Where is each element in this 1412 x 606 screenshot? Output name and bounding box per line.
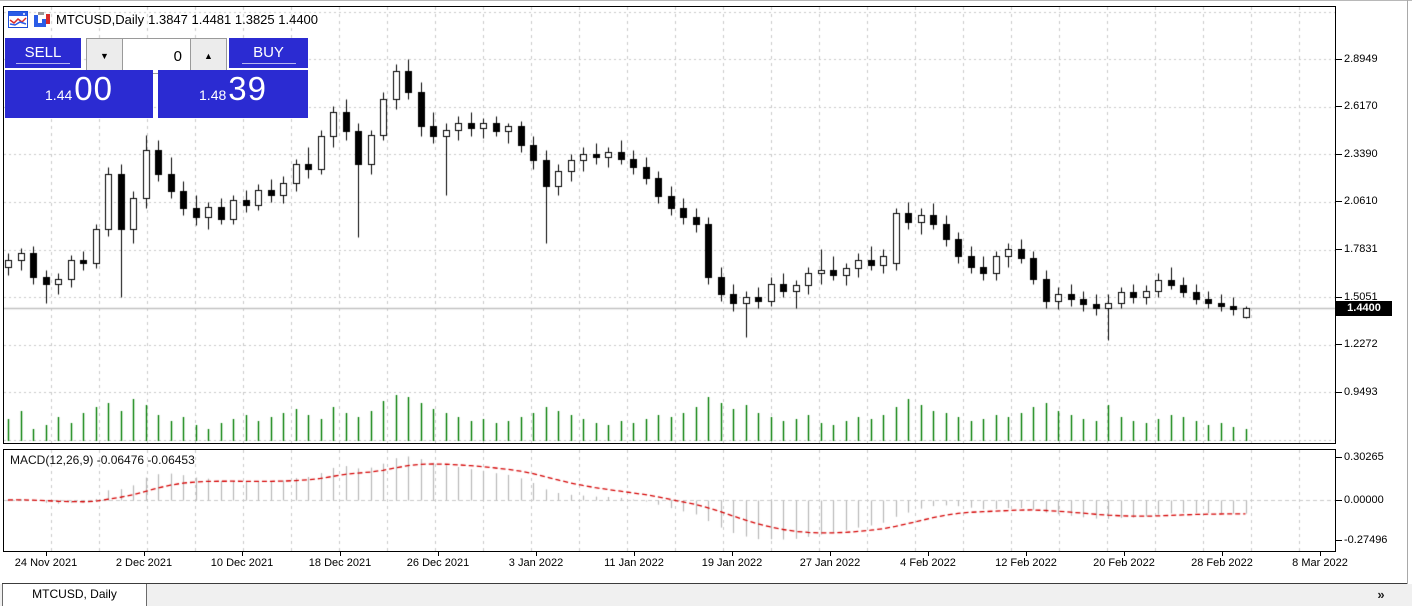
date-label: 27 Jan 2022 bbox=[799, 557, 861, 569]
date-tick bbox=[242, 552, 243, 556]
date-tick bbox=[536, 552, 537, 556]
price-tick bbox=[1336, 106, 1342, 107]
price-tick bbox=[1336, 297, 1342, 298]
sell-price-button[interactable]: 1.44 00 bbox=[5, 70, 153, 118]
main-chart-area[interactable]: MTCUSD,Daily 1.3847 1.4481 1.3825 1.4400… bbox=[3, 6, 1336, 444]
date-label: 19 Jan 2022 bbox=[701, 557, 763, 569]
date-label: 18 Dec 2021 bbox=[308, 557, 372, 569]
macd-tick bbox=[1336, 540, 1342, 541]
price-axis-label: 1.5051 bbox=[1344, 291, 1378, 303]
lot-decrease-button[interactable]: ▼ bbox=[87, 39, 123, 73]
sell-underline bbox=[16, 63, 70, 64]
date-label: 3 Jan 2022 bbox=[508, 557, 564, 569]
price-tick bbox=[1336, 344, 1342, 345]
price-axis-label: 0.9493 bbox=[1344, 386, 1378, 398]
macd-axis-label: -0.27496 bbox=[1344, 534, 1388, 546]
date-tick bbox=[46, 552, 47, 556]
macd-tick bbox=[1336, 457, 1342, 458]
date-axis[interactable]: 24 Nov 2021 2 Dec 2021 10 Dec 2021 18 Dec 2… bbox=[0, 552, 1412, 582]
date-label: 26 Dec 2021 bbox=[406, 557, 470, 569]
date-tick bbox=[438, 552, 439, 556]
date-label: 20 Feb 2022 bbox=[1093, 557, 1155, 569]
price-tick bbox=[1336, 59, 1342, 60]
date-tick bbox=[1320, 552, 1321, 556]
window-bottom-edge bbox=[2, 583, 1407, 584]
macd-tick bbox=[1336, 500, 1342, 501]
price-axis-label: 2.3390 bbox=[1344, 148, 1378, 160]
lot-size-field[interactable]: 0 bbox=[173, 47, 182, 65]
sell-button-label: SELL bbox=[24, 44, 62, 61]
date-tick bbox=[830, 552, 831, 556]
buy-button[interactable]: BUY bbox=[229, 38, 308, 68]
date-label: 24 Nov 2021 bbox=[14, 557, 78, 569]
chart-window-icon bbox=[8, 10, 28, 28]
date-label: 11 Jan 2022 bbox=[604, 557, 664, 569]
macd-indicator-window[interactable]: MACD(12,26,9) -0.06476 -0.06453 bbox=[3, 449, 1336, 552]
date-label: 10 Dec 2021 bbox=[210, 557, 274, 569]
buy-price-button[interactable]: 1.48 39 bbox=[158, 70, 308, 118]
date-label: 4 Feb 2022 bbox=[900, 557, 956, 569]
date-tick bbox=[1222, 552, 1223, 556]
price-axis-label: 1.7831 bbox=[1344, 243, 1378, 255]
sell-price-small: 1.44 bbox=[45, 87, 73, 103]
date-label: 28 Feb 2022 bbox=[1191, 557, 1253, 569]
window-top-edge bbox=[0, 0, 1412, 1]
lot-size-spinner: ▼ 0 ▲ bbox=[86, 38, 227, 74]
tab-overflow-button[interactable]: » bbox=[1377, 587, 1385, 602]
buy-button-label: BUY bbox=[253, 44, 284, 61]
price-axis-label: 1.2272 bbox=[1344, 338, 1378, 350]
chart-tab-mtcusd-daily[interactable]: MTCUSD, Daily bbox=[2, 584, 147, 606]
macd-axis-label: 0.00000 bbox=[1344, 494, 1384, 506]
current-price-tag: 1.4400 bbox=[1336, 301, 1392, 316]
date-tick bbox=[732, 552, 733, 556]
chart-profile-icon bbox=[32, 11, 52, 28]
macd-axis[interactable]: 0.30265 0.00000 -0.27496 bbox=[1336, 449, 1408, 552]
window-right-edge bbox=[1407, 0, 1408, 584]
sell-price-big: 00 bbox=[74, 70, 113, 107]
chart-title-row: MTCUSD,Daily 1.3847 1.4481 1.3825 1.4400 bbox=[8, 9, 318, 29]
one-click-trading-panel: SELL ▼ 0 ▲ BUY 1.44 00 1.48 39 bbox=[5, 38, 308, 119]
chart-tab-bar: MTCUSD, Daily » bbox=[0, 584, 1412, 606]
price-tick bbox=[1336, 201, 1342, 202]
buy-underline bbox=[241, 63, 296, 64]
triangle-up-icon: ▲ bbox=[204, 51, 213, 61]
date-tick bbox=[1124, 552, 1125, 556]
chart-symbol-period: MTCUSD,Daily bbox=[56, 11, 145, 27]
price-axis-label: 2.0610 bbox=[1344, 195, 1378, 207]
sell-button[interactable]: SELL bbox=[5, 38, 81, 68]
date-label: 12 Feb 2022 bbox=[995, 557, 1057, 569]
macd-chart-canvas[interactable] bbox=[4, 450, 1335, 551]
date-label: 8 Mar 2022 bbox=[1292, 557, 1348, 569]
date-tick bbox=[634, 552, 635, 556]
price-axis-label: 2.6170 bbox=[1344, 100, 1378, 112]
date-tick bbox=[144, 552, 145, 556]
price-axis[interactable]: 2.8949 2.6170 2.3390 2.0610 1.7831 1.5051 1.22… bbox=[1336, 6, 1408, 444]
date-label: 2 Dec 2021 bbox=[115, 557, 173, 569]
lot-increase-button[interactable]: ▲ bbox=[190, 39, 226, 73]
buy-price-big: 39 bbox=[228, 70, 267, 107]
price-tick bbox=[1336, 392, 1342, 393]
date-tick bbox=[340, 552, 341, 556]
chart-ohlc-values: 1.3847 1.4481 1.3825 1.4400 bbox=[148, 11, 319, 27]
price-tick bbox=[1336, 249, 1342, 250]
buy-price-small: 1.48 bbox=[199, 87, 227, 103]
date-tick bbox=[1026, 552, 1027, 556]
macd-axis-label: 0.30265 bbox=[1344, 451, 1384, 463]
price-axis-label: 2.8949 bbox=[1344, 53, 1378, 65]
macd-indicator-label: MACD(12,26,9) -0.06476 -0.06453 bbox=[10, 453, 195, 467]
date-tick bbox=[928, 552, 929, 556]
triangle-down-icon: ▼ bbox=[100, 51, 109, 61]
price-tick bbox=[1336, 154, 1342, 155]
